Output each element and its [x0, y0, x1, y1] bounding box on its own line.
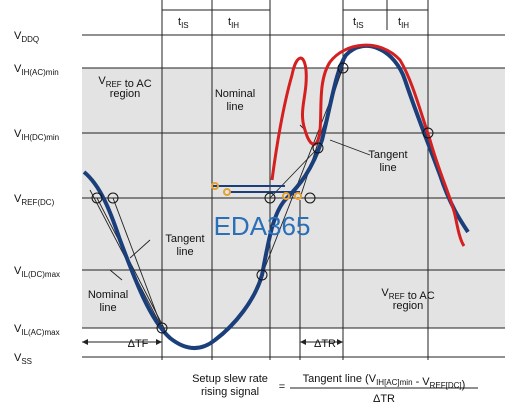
subscript: REF[DC] [430, 381, 462, 390]
text-part: V [14, 128, 22, 140]
delta-label: ΔTR [314, 338, 336, 350]
text-part: V [14, 265, 22, 277]
text-part: V [14, 30, 22, 42]
subscript: DDQ [21, 35, 39, 44]
text-part: line [176, 246, 193, 258]
text-part: V [14, 352, 22, 364]
text-part: = [279, 381, 285, 393]
delta-label: ΔTF [128, 338, 149, 350]
annotation: line [99, 302, 116, 314]
formula-label: Setup slew rate [192, 373, 268, 385]
watermark: EDA365 [214, 211, 311, 241]
region-label: VREF to AC [381, 287, 434, 302]
waveform [82, 43, 470, 350]
timing-label: tIS [178, 16, 189, 30]
annotation: line [176, 246, 193, 258]
text-part: line [99, 302, 116, 314]
text-part: Nominal [88, 289, 128, 301]
text-part: V [98, 75, 106, 87]
level-label: VIH(DC)min [14, 128, 59, 142]
subscript: IS [181, 21, 189, 30]
text-part: t [398, 16, 401, 28]
text-part: rising signal [201, 386, 259, 398]
subscript: IH(DC)min [21, 133, 59, 142]
text-part: to AC [405, 290, 435, 302]
text-part: V [14, 323, 22, 335]
crossing-circles [91, 62, 434, 334]
level-label: VREF(DC) [14, 193, 55, 207]
text-part: region [393, 300, 424, 312]
text-part: Nominal [215, 88, 255, 100]
decor-dots [211, 182, 302, 200]
text-part: Setup slew rate [192, 373, 268, 385]
text-part: V [14, 193, 22, 205]
text-part: ΔTR [314, 338, 336, 350]
subscript: IH [401, 21, 409, 30]
text-part: - V [413, 376, 431, 388]
text-part: Tangent [165, 233, 204, 245]
subscript: IH [231, 21, 239, 30]
text-part: t [178, 16, 181, 28]
level-label: VIL(DC)max [14, 265, 60, 279]
text-part: ΔTF [128, 338, 149, 350]
subscript: IS [356, 21, 364, 30]
timing-label: tIH [398, 16, 409, 30]
subscript: IL(DC)max [21, 270, 60, 279]
text-part: t [353, 16, 356, 28]
subscript: IL(AC)max [21, 328, 59, 337]
text-part: line [226, 101, 243, 113]
timing-label: tIH [228, 16, 239, 30]
text-part: line [379, 162, 396, 174]
formula-numerator: Tangent line (VIH[AC]min - VREF[DC]) [303, 373, 466, 391]
region-label: region [110, 88, 141, 100]
annotation: Nominal [215, 88, 255, 100]
text-part: Tangent line (V [303, 373, 377, 385]
hand-drawn-trace [270, 43, 466, 247]
trace-stub [212, 185, 300, 193]
text-part: t [228, 16, 231, 28]
level-label: VIH(AC)min [14, 63, 59, 77]
subscript: REF(DC) [21, 198, 54, 207]
formula-denominator: ΔTR [373, 393, 395, 405]
subscript: SS [21, 357, 32, 366]
timing-label: tIS [353, 16, 364, 30]
annotation: line [379, 162, 396, 174]
subscript: REF [106, 80, 122, 89]
text-part: ΔTR [373, 393, 395, 405]
subscript: IH[AC]min [376, 378, 412, 387]
region-label: VREF to AC [98, 75, 151, 90]
annotation: Tangent [165, 233, 204, 245]
text-part: EDA365 [214, 211, 311, 241]
level-label: VSS [14, 352, 32, 366]
subscript: IH(AC)min [21, 68, 58, 77]
formula-label: rising signal [201, 386, 259, 398]
annotation: Tangent [368, 149, 407, 161]
annotation: Nominal [88, 289, 128, 301]
text-part: Tangent [368, 149, 407, 161]
annotation: line [226, 101, 243, 113]
level-label: VDDQ [14, 30, 39, 44]
region-label: region [393, 300, 424, 312]
text-part: V [381, 287, 389, 299]
formula-equals: = [279, 381, 285, 393]
text-part: ) [462, 379, 466, 391]
level-label: VIL(AC)max [14, 323, 60, 337]
text-part: V [14, 63, 22, 75]
text-part: to AC [122, 78, 152, 90]
text-part: region [110, 88, 141, 100]
subscript: REF [389, 292, 405, 301]
